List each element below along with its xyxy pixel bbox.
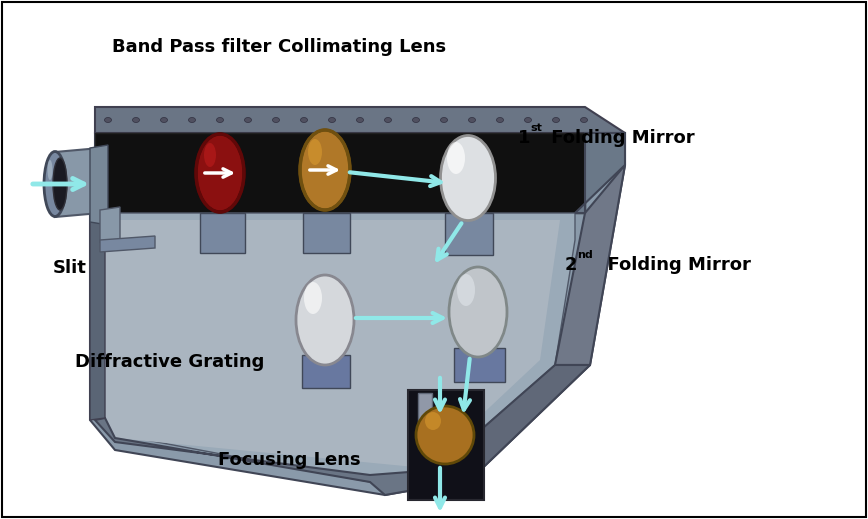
Text: Folding Mirror: Folding Mirror xyxy=(545,129,694,147)
Ellipse shape xyxy=(412,117,419,122)
Ellipse shape xyxy=(524,117,531,122)
Ellipse shape xyxy=(425,412,441,430)
Polygon shape xyxy=(95,107,625,133)
Ellipse shape xyxy=(449,267,507,357)
Ellipse shape xyxy=(385,117,391,122)
Ellipse shape xyxy=(273,117,279,122)
Text: Slit: Slit xyxy=(53,259,87,277)
Ellipse shape xyxy=(216,117,223,122)
Polygon shape xyxy=(90,145,108,225)
Ellipse shape xyxy=(416,406,474,464)
Polygon shape xyxy=(435,365,590,480)
Polygon shape xyxy=(575,133,625,213)
Ellipse shape xyxy=(245,117,252,122)
Ellipse shape xyxy=(300,117,307,122)
Ellipse shape xyxy=(304,282,322,314)
Polygon shape xyxy=(100,236,155,252)
Ellipse shape xyxy=(440,135,496,221)
Ellipse shape xyxy=(133,117,140,122)
Ellipse shape xyxy=(196,134,244,212)
Polygon shape xyxy=(418,393,432,430)
Polygon shape xyxy=(454,348,505,382)
Text: 2: 2 xyxy=(565,256,577,274)
Polygon shape xyxy=(200,213,245,253)
Ellipse shape xyxy=(161,117,168,122)
Text: Diffractive Grating: Diffractive Grating xyxy=(75,353,265,371)
Ellipse shape xyxy=(357,117,364,122)
Polygon shape xyxy=(90,213,105,420)
Ellipse shape xyxy=(457,274,475,306)
Ellipse shape xyxy=(440,117,448,122)
Polygon shape xyxy=(95,418,470,495)
Ellipse shape xyxy=(447,142,465,174)
Ellipse shape xyxy=(44,152,66,216)
Polygon shape xyxy=(105,213,575,482)
Ellipse shape xyxy=(48,160,52,180)
Text: 1: 1 xyxy=(518,129,530,147)
Ellipse shape xyxy=(469,117,476,122)
Text: nd: nd xyxy=(577,250,593,260)
Ellipse shape xyxy=(300,130,350,210)
Polygon shape xyxy=(100,207,120,243)
Ellipse shape xyxy=(53,158,67,210)
Text: Collimating Lens: Collimating Lens xyxy=(278,38,446,56)
Polygon shape xyxy=(408,390,484,500)
Polygon shape xyxy=(90,133,625,495)
Text: st: st xyxy=(530,123,542,133)
Ellipse shape xyxy=(104,117,111,122)
Ellipse shape xyxy=(308,139,322,165)
Polygon shape xyxy=(105,220,560,468)
Text: Focusing Lens: Focusing Lens xyxy=(218,451,360,469)
Ellipse shape xyxy=(581,117,588,122)
Ellipse shape xyxy=(553,117,560,122)
Polygon shape xyxy=(302,355,350,388)
Ellipse shape xyxy=(188,117,195,122)
Polygon shape xyxy=(55,148,100,217)
Polygon shape xyxy=(555,165,625,365)
Polygon shape xyxy=(445,213,493,255)
Ellipse shape xyxy=(204,143,216,167)
Ellipse shape xyxy=(496,117,503,122)
Ellipse shape xyxy=(296,275,354,365)
Polygon shape xyxy=(95,133,585,213)
Ellipse shape xyxy=(328,117,336,122)
Text: Folding Mirror: Folding Mirror xyxy=(595,256,751,274)
Polygon shape xyxy=(303,213,350,253)
Text: Band Pass filter: Band Pass filter xyxy=(112,38,272,56)
